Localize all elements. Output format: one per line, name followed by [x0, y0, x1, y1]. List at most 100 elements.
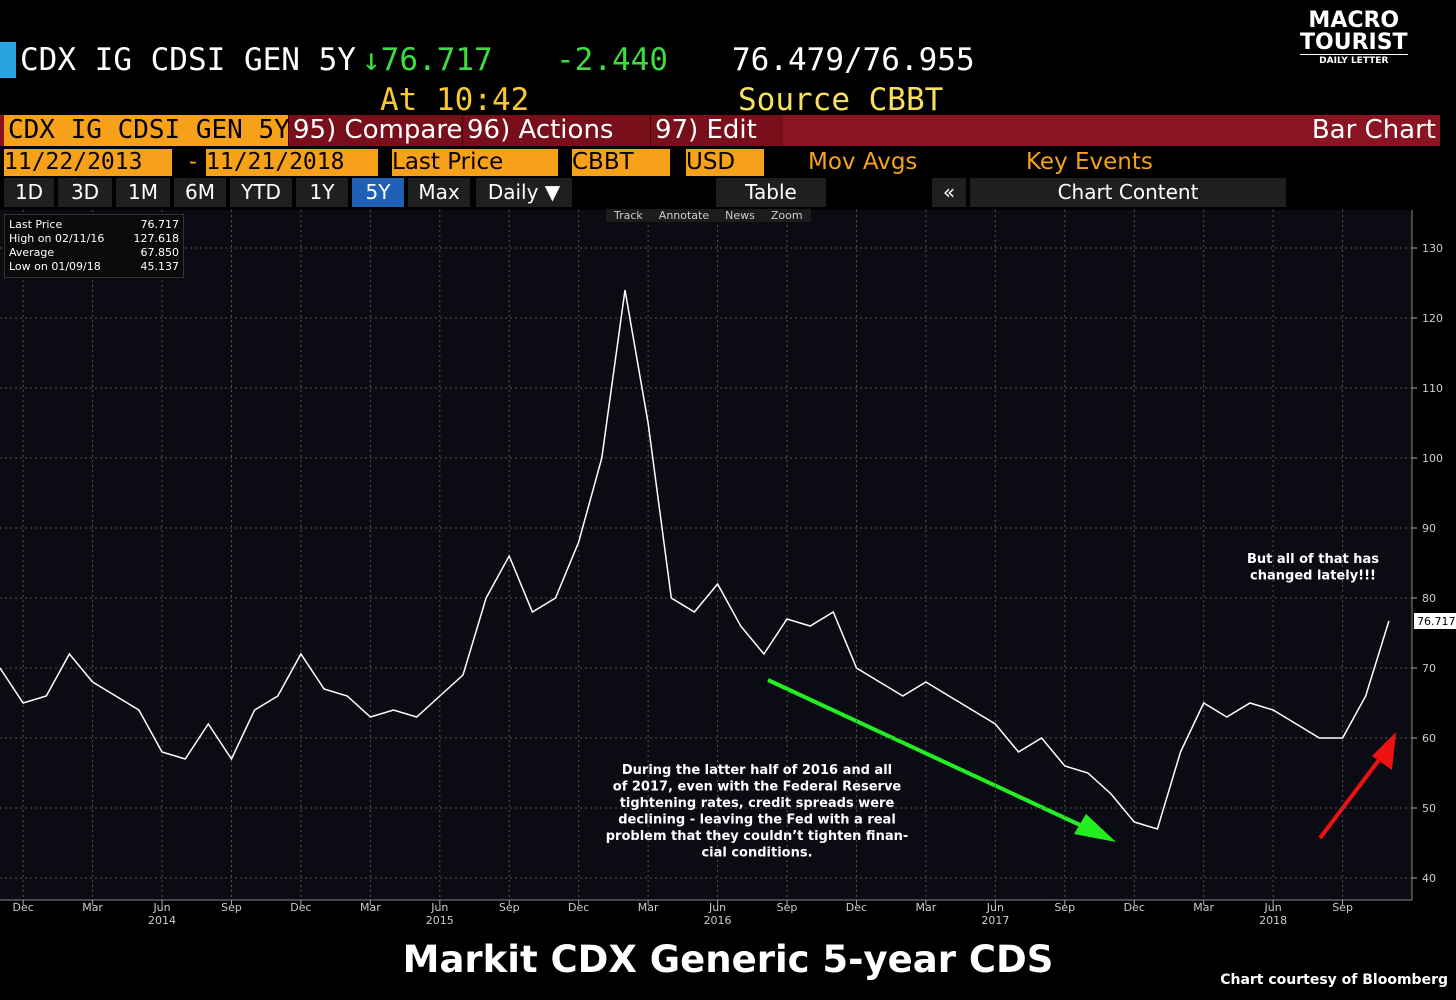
source: Source CBBT: [738, 82, 944, 118]
y-tick-label: 70: [1422, 662, 1436, 675]
legend-value: 45.137: [140, 260, 180, 273]
x-tick-label: Sep: [221, 901, 242, 914]
view-name: Bar Chart: [1311, 115, 1436, 145]
start-date[interactable]: 11/22/2013: [4, 149, 172, 176]
currency[interactable]: USD: [686, 149, 764, 176]
x-tick-label: Jun: [152, 901, 170, 914]
date-dash: -: [186, 149, 200, 175]
y-tick-label: 80: [1422, 592, 1436, 605]
key-events[interactable]: Key Events: [1026, 149, 1153, 175]
security-field[interactable]: CDX IG CDSI GEN 5Y: [4, 115, 294, 146]
legend-value: 76.717: [140, 218, 180, 231]
annotation: cial conditions.: [701, 846, 812, 861]
y-tick-label: 90: [1422, 522, 1436, 535]
period-button[interactable]: 6M: [174, 178, 226, 207]
legend-name: High on 02/11/16: [9, 232, 105, 245]
legend-value: 127.618: [133, 232, 180, 245]
x-tick-label: Mar: [1193, 901, 1214, 914]
period-button[interactable]: 1M: [116, 178, 170, 207]
legend-row: Last Price 76.717: [9, 218, 179, 232]
x-year-label: 2017: [981, 914, 1009, 927]
legend-name: Last Price: [9, 218, 63, 231]
y-tick-label: 60: [1422, 732, 1436, 745]
annotation: problem that they couldn’t tighten finan…: [606, 829, 909, 844]
x-tick-label: Jun: [1264, 901, 1282, 914]
x-tick-label: Sep: [499, 901, 520, 914]
annotation: But all of that has: [1247, 552, 1379, 567]
period-button[interactable]: YTD: [230, 178, 292, 207]
plot-area: [0, 210, 1412, 900]
x-tick-label: Jun: [430, 901, 448, 914]
x-tick-label: Dec: [1124, 901, 1145, 914]
price-source[interactable]: CBBT: [572, 149, 670, 176]
tool[interactable]: Annotate: [658, 209, 710, 222]
last: ↓76.717: [362, 42, 493, 78]
time: At 10:42: [380, 82, 530, 118]
last-flag-label: 76.717: [1417, 615, 1456, 628]
legend-name: Average: [9, 246, 55, 259]
footer-credit: Chart courtesy of Bloomberg: [1220, 972, 1448, 988]
annotation: During the latter half of 2016 and all: [622, 763, 892, 778]
legend-row: Low on 01/09/18 45.137: [9, 260, 179, 274]
menu-item[interactable]: 97) Edit: [650, 115, 783, 146]
x-tick-label: Jun: [986, 901, 1004, 914]
logo: MACRO TOURIST DAILY LETTER: [1300, 10, 1408, 67]
table-button[interactable]: Table: [716, 178, 826, 207]
x-year-label: 2015: [426, 914, 454, 927]
end-date[interactable]: 11/21/2018: [206, 149, 378, 176]
menu-item[interactable]: 96) Actions: [462, 115, 651, 146]
x-tick-label: Dec: [846, 901, 867, 914]
x-tick-label: Mar: [82, 901, 103, 914]
legend-row: Average 67.850: [9, 246, 179, 260]
x-tick-label: Mar: [360, 901, 381, 914]
red-arrowhead: [1372, 732, 1396, 770]
y-tick-label: 50: [1422, 802, 1436, 815]
legend-name: Low on 01/09/18: [9, 260, 101, 273]
chart-tools: Track Annotate News Zoom: [606, 209, 811, 222]
x-tick-label: Dec: [12, 901, 33, 914]
legend-value: 67.850: [140, 246, 180, 259]
menu-item[interactable]: 95) Compare: [288, 115, 463, 146]
x-year-label: 2018: [1259, 914, 1287, 927]
x-tick-label: Sep: [777, 901, 798, 914]
period-button[interactable]: 1Y: [296, 178, 348, 207]
footer-title: Markit CDX Generic 5-year CDS: [402, 938, 1054, 981]
period-button[interactable]: 1D: [4, 178, 54, 207]
y-tick-label: 120: [1422, 312, 1443, 325]
x-year-label: 2014: [148, 914, 176, 927]
tool[interactable]: News: [725, 209, 755, 222]
bid-ask: 76.479/76.955: [732, 42, 975, 78]
y-tick-label: 130: [1422, 242, 1443, 255]
period-button[interactable]: 3D: [58, 178, 112, 207]
x-tick-label: Sep: [1054, 901, 1075, 914]
x-tick-label: Mar: [916, 901, 937, 914]
tool[interactable]: Track: [614, 209, 643, 222]
mov-avgs[interactable]: Mov Avgs: [808, 149, 918, 175]
logo-mid: TOURIST: [1300, 30, 1408, 55]
period-button[interactable]: 5Y: [352, 178, 404, 207]
logo-top: MACRO: [1308, 8, 1400, 33]
green-arrowhead: [1074, 814, 1116, 842]
tool[interactable]: Zoom: [770, 209, 803, 222]
annotation: tightening rates, credit spreads were: [620, 796, 895, 811]
frequency[interactable]: Daily ▼: [476, 178, 572, 207]
green-arrow: [767, 678, 1109, 840]
field[interactable]: Last Price: [392, 149, 558, 176]
x-tick-label: Jun: [708, 901, 726, 914]
x-tick-label: Dec: [290, 901, 311, 914]
chart-content[interactable]: Chart Content: [970, 178, 1286, 207]
period-button[interactable]: Max: [408, 178, 470, 207]
x-tick-label: Mar: [638, 901, 659, 914]
y-tick-label: 100: [1422, 452, 1443, 465]
y-tick-label: 40: [1422, 872, 1436, 885]
cursor-bar: [0, 42, 16, 78]
logo-bottom: DAILY LETTER: [1300, 54, 1408, 67]
back-button[interactable]: «: [932, 178, 966, 207]
x-year-label: 2016: [704, 914, 732, 927]
annotation: declining - leaving the Fed with a real: [618, 813, 896, 828]
annotation: of 2017, even with the Federal Reserve: [613, 780, 902, 795]
legend-row: High on 02/11/16 127.618: [9, 232, 179, 246]
annotation: changed lately!!!: [1250, 569, 1376, 584]
red-arrow: [1318, 746, 1390, 840]
